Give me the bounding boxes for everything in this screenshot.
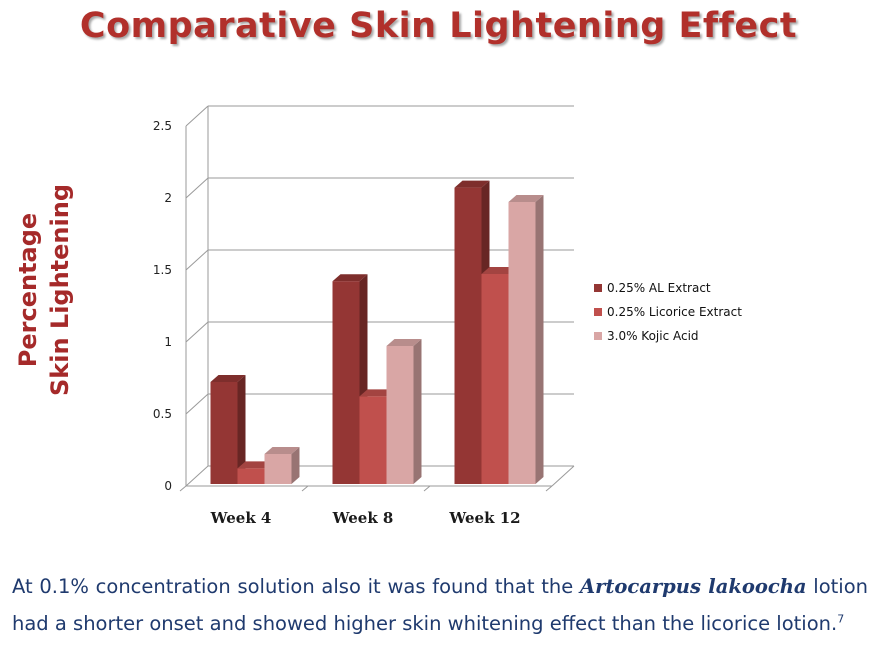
gridline-side [185, 321, 209, 343]
gridline-side [185, 249, 209, 271]
legend-label: 0.25% AL Extract [607, 281, 711, 295]
legend-label: 0.25% Licorice Extract [607, 305, 742, 319]
x-tick [179, 485, 187, 492]
bar [386, 346, 414, 484]
bar [237, 468, 265, 484]
legend-label: 3.0% Kojic Acid [607, 329, 699, 343]
bar-side [413, 339, 422, 484]
bar-top [237, 461, 273, 469]
legend-swatch [594, 332, 602, 340]
bar-top [332, 274, 368, 282]
legend-swatch [594, 284, 602, 292]
bar [332, 281, 360, 484]
x-category-label: Week 4 [210, 509, 272, 527]
x-category-label: Week 8 [332, 509, 394, 527]
y-tick-label: 1.5 [153, 263, 172, 277]
caption-reference: 7 [837, 612, 845, 626]
caption: At 0.1% concentration solution also it w… [12, 568, 868, 642]
bar-top [386, 339, 422, 346]
bar-top [264, 447, 300, 454]
bar [454, 187, 482, 484]
gridline-side [185, 177, 209, 199]
bar [264, 454, 292, 484]
bar [508, 202, 536, 484]
y-tick-label: 0.5 [153, 407, 172, 421]
bar [481, 274, 509, 484]
legend-swatch [594, 308, 602, 316]
x-tick [423, 485, 431, 492]
gridline-side [185, 465, 209, 487]
bar-side [237, 375, 246, 484]
x-tick [545, 485, 553, 492]
gridline-side [185, 105, 209, 127]
bar [359, 396, 387, 484]
bar-top [210, 375, 246, 382]
bar-top [359, 389, 395, 397]
caption-species: Artocarpus lakoocha [579, 575, 807, 598]
gridline-side [185, 393, 209, 415]
chart-title: Comparative Skin Lightening Effect [79, 6, 798, 46]
x-category-label: Week 12 [448, 509, 520, 527]
y-tick-label: 2.5 [153, 119, 172, 133]
bar [210, 382, 238, 484]
bar-top [454, 180, 490, 188]
y-tick-label: 0 [164, 479, 172, 493]
bar-top [481, 267, 517, 274]
bar-top [508, 195, 544, 202]
bar-chart: 0 0.5 1 1.5 2 2.5 Week 4 Week 8 Week 12 0.25% AL … [153, 105, 742, 527]
floor-right-edge [551, 465, 575, 487]
y-tick-label: 1 [164, 335, 172, 349]
x-tick [301, 485, 309, 492]
bar-side [291, 447, 300, 484]
caption-text-start: At 0.1% concentration solution also it w… [12, 575, 580, 598]
bar-side [535, 195, 544, 484]
caption-text-end: lotion had a shorter onset and showed hi… [12, 575, 868, 635]
y-tick-label: 2 [164, 191, 172, 205]
